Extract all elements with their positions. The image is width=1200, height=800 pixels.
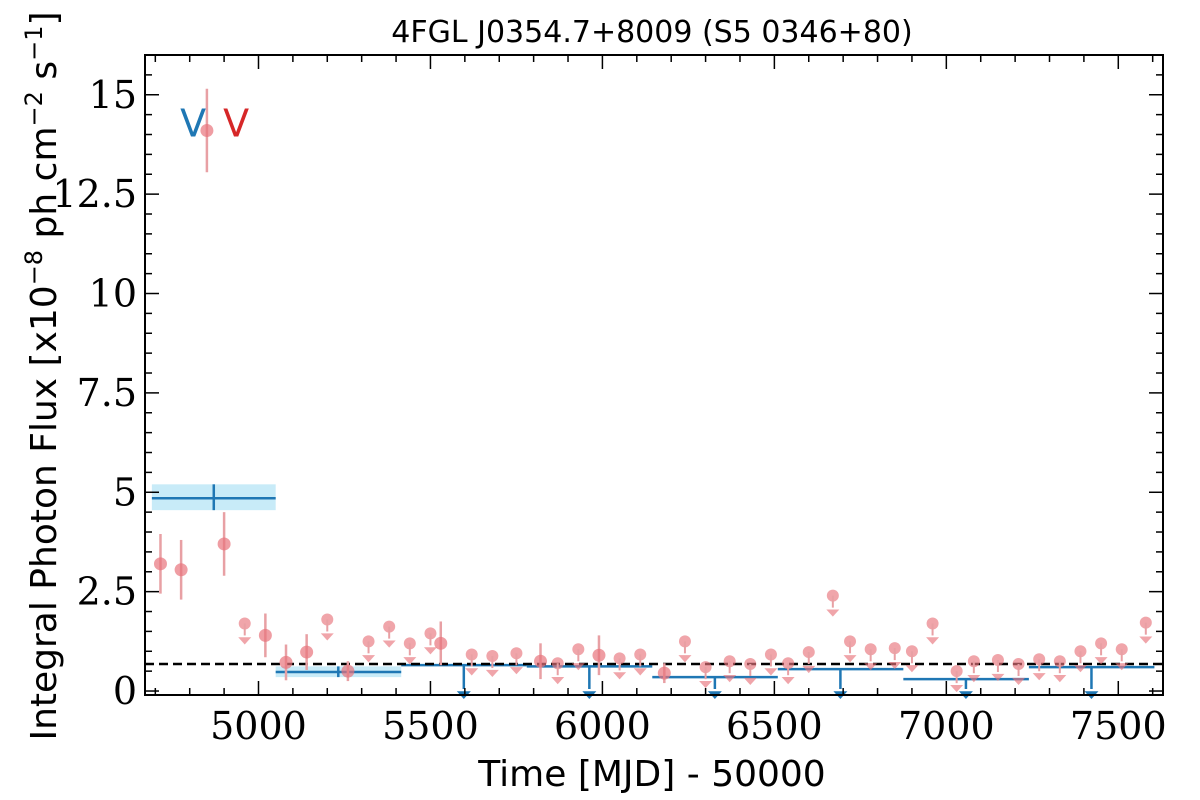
monthly-upper-limit-arrow (926, 637, 940, 645)
monthly-upper-limit-arrow (864, 663, 878, 671)
monthly-upper-limit-arrow (802, 665, 816, 674)
monthly-upper-limit-arrow (1073, 665, 1087, 673)
variability-marker: V (223, 102, 249, 146)
monthly-upper-limit-arrow (1012, 677, 1026, 685)
y-axis-label-part: ph cm (24, 126, 65, 249)
y-axis-label-part: ] (24, 11, 65, 25)
monthly-data-point (217, 537, 231, 551)
y-tick-label: 10 (89, 272, 137, 316)
monthly-upper-limit-arrow (991, 673, 1005, 682)
monthly-upper-limit-arrow (843, 655, 857, 663)
y-tick-label: 12.5 (52, 172, 137, 216)
monthly-upper-limit-arrow (678, 655, 692, 663)
monthly-upper-limit-arrow (743, 677, 757, 685)
monthly-data-point (434, 636, 448, 650)
monthly-upper-limit-arrow (465, 668, 479, 676)
monthly-data-point (300, 645, 314, 659)
y-tick-label: 7.5 (77, 371, 137, 415)
monthly-upper-limit-arrow (571, 663, 585, 671)
y-axis-label: Integral Photon Flux [x10−8 ph cm−2 s−1] (20, 11, 65, 740)
y-axis-label-exponent: −2 (20, 91, 48, 126)
monthly-data-point (341, 664, 355, 678)
monthly-upper-limit-arrow (723, 675, 737, 683)
monthly-upper-limit-arrow (362, 655, 376, 663)
x-tick-label: 6000 (554, 704, 651, 748)
monthly-upper-limit-arrow (551, 677, 565, 685)
x-tick-label: 5500 (382, 704, 479, 748)
axis-ticks: 5000 5500 6000 6500 7000 7500 0 2.5 5 7.5 10 12.5 15 (52, 54, 1167, 748)
monthly-upper-limit-arrow (613, 672, 627, 680)
x-tick-label: 7000 (898, 704, 995, 748)
monthly-upper-limit-arrow (781, 677, 795, 685)
monthly-upper-limit-arrow (238, 637, 252, 645)
y-axis-label-exponent: −8 (20, 250, 48, 285)
monthly-upper-limit-arrow (1139, 636, 1153, 644)
monthly-upper-limit-arrow (1094, 657, 1108, 665)
monthly-upper-limit-arrow (888, 661, 902, 670)
monthly-upper-limit-arrow (382, 640, 396, 648)
x-tick-label: 7500 (1070, 704, 1167, 748)
y-tick-label: 2.5 (77, 570, 137, 614)
variability-marker: V (180, 102, 206, 146)
monthly-upper-limit-arrow (905, 665, 919, 673)
chart-title: 4FGL J0354.7+8009 (S5 0346+80) (391, 15, 912, 50)
monthly-data-point (279, 655, 293, 669)
monthly-data-point (174, 563, 188, 577)
monthly-upper-limit-arrow (485, 669, 499, 678)
monthly-data-point (200, 124, 214, 138)
plot-frame (144, 54, 1164, 696)
monthly-upper-limit-arrow (423, 647, 437, 655)
x-tick-label: 6500 (726, 704, 823, 748)
monthly-upper-limit-arrow (826, 609, 840, 617)
y-axis-label-part: s (24, 61, 65, 91)
monthly-upper-limit-arrow (764, 668, 778, 676)
y-axis-label-part: Integral Photon Flux [x10 (24, 285, 65, 740)
monthly-upper-limit-arrow (699, 681, 713, 689)
y-tick-label: 15 (89, 73, 137, 117)
monthly-upper-limit-arrow (633, 668, 647, 676)
x-tick-label: 5000 (210, 704, 307, 748)
monthly-upper-limit-arrow (1115, 663, 1129, 671)
monthly-data-point (153, 557, 167, 571)
y-axis-label-exponent: −1 (20, 26, 48, 61)
monthly-data-point (534, 654, 548, 668)
x-axis-label: Time [MJD] - 50000 (477, 754, 825, 795)
monthly-upper-limit-arrow (967, 675, 981, 683)
monthly-data-point (657, 666, 671, 680)
monthly-upper-limit-arrow (509, 667, 523, 675)
y-tick-label: 5 (113, 470, 137, 514)
monthly-upper-limit-arrow (1053, 675, 1067, 683)
monthly-data-point (592, 648, 606, 662)
y-tick-label: 0 (113, 669, 137, 713)
monthly-upper-limit-arrow (403, 657, 417, 665)
monthly-upper-limit-arrow (1032, 673, 1046, 681)
monthly-data-point (258, 628, 272, 642)
monthly-upper-limit-arrow (950, 684, 964, 693)
monthly-upper-limit-arrow (320, 633, 334, 641)
